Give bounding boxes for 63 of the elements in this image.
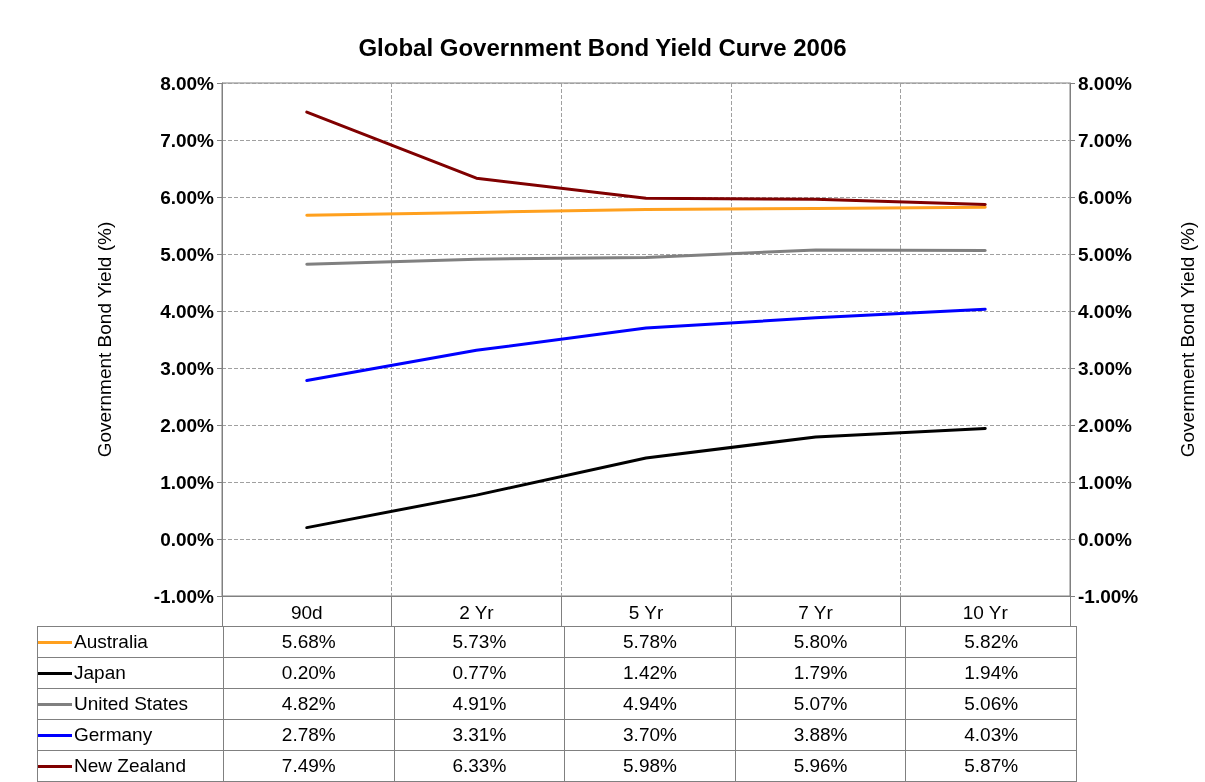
chart-title: Global Government Bond Yield Curve 2006 <box>358 33 847 61</box>
data-label: 0.77% <box>394 657 565 689</box>
data-label: 2.78% <box>223 719 395 751</box>
y-tick-label: 2.00% <box>160 414 215 436</box>
data-label: 1.94% <box>905 657 1077 689</box>
data-label: 4.94% <box>564 688 736 720</box>
data-label: 5.73% <box>394 626 565 658</box>
line-series <box>305 110 987 206</box>
legend-label: Japan <box>37 657 224 689</box>
y-tick-label: 7.00% <box>160 129 215 151</box>
legend-label: Germany <box>37 719 224 751</box>
line-series <box>305 307 987 383</box>
data-label: 6.33% <box>394 750 565 782</box>
y-tick-label: 8.00% <box>160 72 215 94</box>
line-series <box>305 426 987 530</box>
y-axis-title: Government Bond Yield (%) <box>94 221 115 458</box>
y2-tick-label: 2.00% <box>1078 414 1132 436</box>
data-label: 4.82% <box>223 688 395 720</box>
legend-label: New Zealand <box>37 750 224 782</box>
y2-tick-label: 6.00% <box>1078 186 1132 208</box>
line-series <box>305 248 987 266</box>
x-tick-label: 2 Yr <box>459 602 495 623</box>
data-label: 5.78% <box>564 626 736 658</box>
y2-tick-label: 8.00% <box>1078 72 1132 94</box>
y-tick-label: 5.00% <box>160 243 215 265</box>
y-tick-label: 0.00% <box>160 528 215 550</box>
data-label: 0.20% <box>223 657 395 689</box>
data-label: 5.87% <box>905 750 1077 782</box>
data-label: 5.06% <box>905 688 1077 720</box>
y-tick-label: 3.00% <box>160 357 215 379</box>
data-label: 3.31% <box>394 719 565 751</box>
y-tick-label: 1.00% <box>160 471 215 493</box>
y-tick-label: -1.00% <box>153 585 215 607</box>
data-label: 1.42% <box>564 657 736 689</box>
y-tick-label: 6.00% <box>160 186 215 208</box>
x-tick-label: 90d <box>290 602 323 623</box>
data-label: 5.82% <box>905 626 1077 658</box>
x-tick-label: 10 Yr <box>962 602 1009 623</box>
data-label: 5.07% <box>735 688 906 720</box>
data-label: 7.49% <box>223 750 395 782</box>
line-series <box>305 205 987 217</box>
legend-label: United States <box>37 688 224 720</box>
x-tick-label: 5 Yr <box>628 602 664 623</box>
data-label: 1.79% <box>735 657 906 689</box>
y2-axis-title: Government Bond Yield (%) <box>1177 221 1198 458</box>
y2-tick-label: 4.00% <box>1078 300 1132 322</box>
data-label: 5.68% <box>223 626 395 658</box>
y2-tick-label: 0.00% <box>1078 528 1132 550</box>
y2-tick-label: 7.00% <box>1078 129 1132 151</box>
data-label: 3.88% <box>735 719 906 751</box>
data-label: 4.03% <box>905 719 1077 751</box>
data-label: 5.96% <box>735 750 906 782</box>
y2-tick-label: 3.00% <box>1078 357 1132 379</box>
data-label: 5.98% <box>564 750 736 782</box>
y2-tick-label: 5.00% <box>1078 243 1132 265</box>
y2-tick-label: 1.00% <box>1078 471 1132 493</box>
data-label: 3.70% <box>564 719 736 751</box>
y-tick-label: 4.00% <box>160 300 215 322</box>
legend-label: Australia <box>37 626 224 658</box>
data-label: 5.80% <box>735 626 906 658</box>
data-label: 4.91% <box>394 688 565 720</box>
y2-tick-label: -1.00% <box>1078 585 1139 607</box>
x-tick-label: 7 Yr <box>798 602 834 623</box>
